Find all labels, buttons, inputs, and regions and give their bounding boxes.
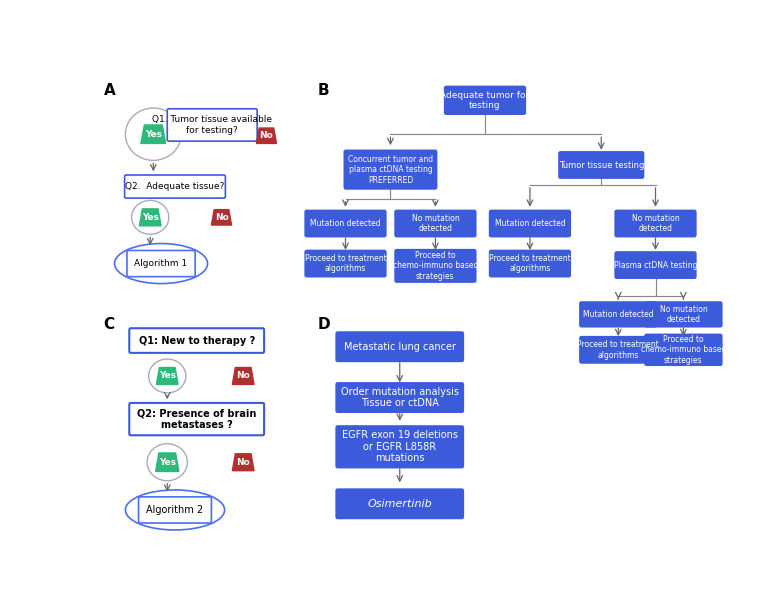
- Text: Yes: Yes: [142, 213, 158, 222]
- Ellipse shape: [126, 108, 181, 160]
- Polygon shape: [211, 210, 232, 225]
- Text: Adequate tumor for
testing: Adequate tumor for testing: [441, 91, 530, 110]
- Polygon shape: [232, 367, 254, 384]
- Text: No: No: [260, 131, 273, 140]
- FancyBboxPatch shape: [305, 250, 386, 276]
- FancyBboxPatch shape: [395, 211, 476, 237]
- FancyBboxPatch shape: [615, 211, 696, 237]
- Text: Osimertinib: Osimertinib: [367, 499, 432, 509]
- FancyBboxPatch shape: [580, 337, 657, 363]
- Polygon shape: [140, 209, 161, 226]
- FancyBboxPatch shape: [645, 302, 722, 327]
- Text: Q2.  Adequate tissue?: Q2. Adequate tissue?: [126, 182, 225, 191]
- FancyBboxPatch shape: [305, 211, 386, 237]
- Ellipse shape: [149, 359, 186, 393]
- Text: Plasma ctDNA testing: Plasma ctDNA testing: [614, 261, 697, 270]
- FancyBboxPatch shape: [395, 250, 476, 282]
- Text: Yes: Yes: [159, 371, 176, 381]
- Text: Algorithm 1: Algorithm 1: [134, 259, 188, 268]
- Text: Q1: New to therapy ?: Q1: New to therapy ?: [139, 336, 255, 345]
- Ellipse shape: [126, 490, 225, 530]
- Text: D: D: [317, 318, 330, 333]
- Text: No mutation
detected: No mutation detected: [660, 305, 707, 324]
- Text: Mutation detected: Mutation detected: [495, 219, 566, 228]
- FancyBboxPatch shape: [336, 426, 463, 468]
- Text: Proceed to treatment
algorithms: Proceed to treatment algorithms: [489, 254, 571, 273]
- Text: Tumor tissue testing: Tumor tissue testing: [558, 160, 644, 169]
- Ellipse shape: [147, 443, 187, 481]
- Text: A: A: [104, 83, 115, 99]
- Text: Q1. Tumor tissue available
for testing?: Q1. Tumor tissue available for testing?: [152, 116, 272, 135]
- Text: Concurrent tumor and
plasma ctDNA testing
PREFERRED: Concurrent tumor and plasma ctDNA testin…: [348, 155, 433, 185]
- Text: Proceed to
chemo-immuno based
strategies: Proceed to chemo-immuno based strategies: [392, 251, 478, 281]
- Text: Order mutation analysis
Tissue or ctDNA: Order mutation analysis Tissue or ctDNA: [341, 387, 459, 408]
- FancyBboxPatch shape: [559, 152, 644, 178]
- FancyBboxPatch shape: [615, 252, 696, 278]
- Text: Yes: Yes: [159, 458, 176, 466]
- Text: Q2: Presence of brain
metastases ?: Q2: Presence of brain metastases ?: [137, 408, 257, 430]
- Text: No mutation
detected: No mutation detected: [412, 214, 459, 233]
- FancyBboxPatch shape: [580, 302, 657, 327]
- Text: Yes: Yes: [145, 129, 161, 139]
- Ellipse shape: [115, 244, 207, 284]
- FancyBboxPatch shape: [645, 335, 722, 365]
- FancyBboxPatch shape: [127, 250, 195, 276]
- Text: Proceed to treatment
algorithms: Proceed to treatment algorithms: [305, 254, 386, 273]
- Text: C: C: [104, 318, 115, 333]
- Text: EGFR exon 19 deletions
or EGFR L858R
mutations: EGFR exon 19 deletions or EGFR L858R mut…: [342, 430, 458, 463]
- Text: B: B: [317, 83, 329, 99]
- FancyBboxPatch shape: [125, 175, 225, 198]
- FancyBboxPatch shape: [129, 403, 264, 435]
- Polygon shape: [156, 453, 179, 471]
- FancyBboxPatch shape: [336, 383, 463, 412]
- Polygon shape: [141, 125, 165, 143]
- Text: Metastatic lung cancer: Metastatic lung cancer: [344, 342, 456, 352]
- FancyBboxPatch shape: [445, 87, 525, 114]
- FancyBboxPatch shape: [490, 250, 570, 276]
- Text: Mutation detected: Mutation detected: [583, 310, 654, 319]
- Text: No: No: [215, 213, 229, 222]
- Text: Algorithm 2: Algorithm 2: [147, 505, 204, 515]
- Polygon shape: [157, 367, 178, 384]
- FancyBboxPatch shape: [490, 211, 570, 237]
- Polygon shape: [257, 128, 277, 143]
- Text: Proceed to treatment
algorithms: Proceed to treatment algorithms: [577, 340, 659, 359]
- Text: Proceed to
chemo-immuno based
strategies: Proceed to chemo-immuno based strategies: [640, 335, 726, 365]
- Text: No: No: [236, 371, 250, 381]
- Ellipse shape: [132, 200, 168, 234]
- FancyBboxPatch shape: [336, 489, 463, 518]
- Polygon shape: [232, 454, 254, 471]
- Text: Mutation detected: Mutation detected: [310, 219, 381, 228]
- Text: No: No: [236, 458, 250, 466]
- Text: No mutation
detected: No mutation detected: [632, 214, 679, 233]
- FancyBboxPatch shape: [167, 109, 257, 141]
- FancyBboxPatch shape: [129, 329, 264, 353]
- FancyBboxPatch shape: [139, 497, 211, 523]
- FancyBboxPatch shape: [344, 151, 437, 189]
- FancyBboxPatch shape: [336, 332, 463, 361]
